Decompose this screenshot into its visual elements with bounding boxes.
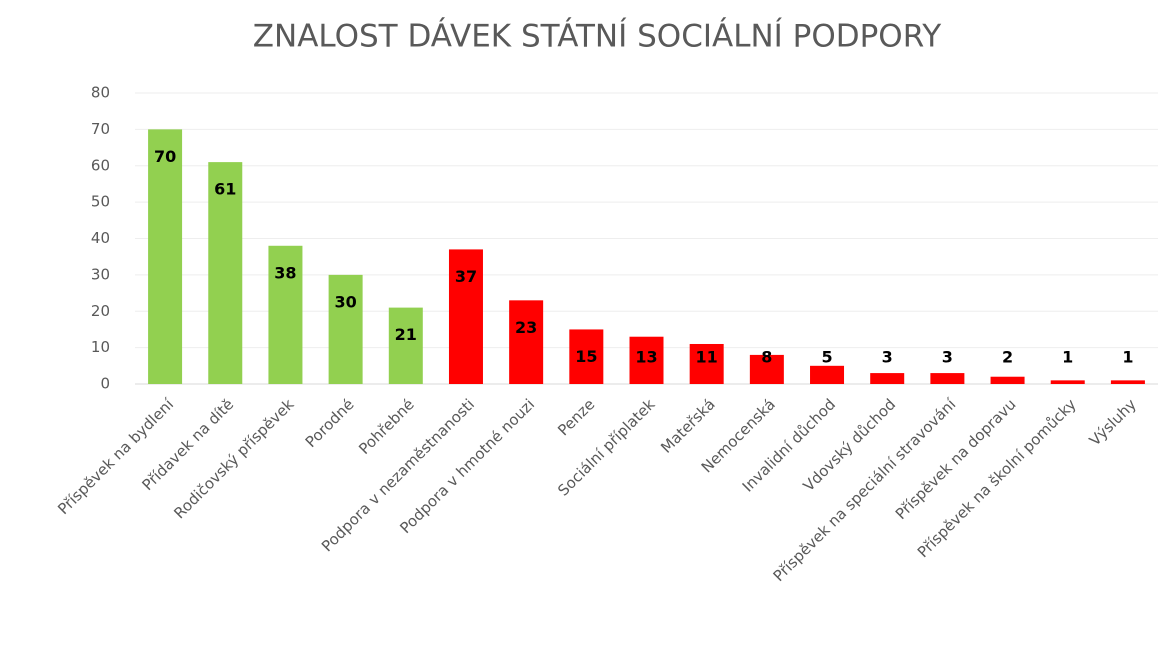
bar <box>870 373 905 384</box>
data-label: 15 <box>575 347 597 366</box>
bar <box>689 343 724 384</box>
bar <box>569 329 604 384</box>
data-label: 1 <box>1122 348 1133 367</box>
x-tick-label: Výsluhy <box>1086 395 1140 449</box>
data-label: 1 <box>1062 348 1073 367</box>
data-label: 61 <box>214 180 236 199</box>
data-label: 2 <box>1002 348 1013 367</box>
chart-title: ZNALOST DÁVEK STÁTNÍ SOCIÁLNÍ PODPORY <box>253 19 941 55</box>
bar <box>1110 380 1145 384</box>
data-label: 8 <box>761 348 772 367</box>
x-tick-label: Penze <box>554 395 598 439</box>
x-tick-label: Příspěvek na bydlení <box>54 395 177 518</box>
x-tick-label: Porodné <box>302 395 358 451</box>
bar <box>930 373 965 384</box>
x-tick-label: Příspěvek na dopravu <box>892 395 1020 523</box>
y-tick-label: 80 <box>91 84 110 102</box>
y-tick-label: 50 <box>91 193 110 211</box>
data-label: 13 <box>635 348 657 367</box>
data-label: 23 <box>515 318 537 337</box>
x-tick-label: Pohřebné <box>355 395 418 458</box>
data-label: 30 <box>334 292 356 311</box>
data-label: 37 <box>455 267 477 286</box>
bar <box>1050 380 1085 384</box>
y-tick-label: 0 <box>100 375 110 393</box>
bar <box>629 336 664 384</box>
bar <box>148 129 183 384</box>
y-tick-label: 60 <box>91 156 110 174</box>
y-tick-label: 10 <box>91 338 110 356</box>
data-label: 70 <box>154 147 176 166</box>
x-tick-label: Rodičovský příspěvek <box>170 395 297 522</box>
bar <box>749 354 784 384</box>
bar <box>810 365 845 384</box>
bar <box>509 300 544 384</box>
bar <box>208 162 243 384</box>
x-tick-label: Mateřská <box>657 395 718 456</box>
data-label: 3 <box>882 348 893 367</box>
bar <box>268 245 303 384</box>
bar <box>990 376 1025 384</box>
data-label: 5 <box>821 348 832 367</box>
y-tick-label: 40 <box>91 229 110 247</box>
data-label: 11 <box>696 348 718 367</box>
data-label: 38 <box>274 263 296 282</box>
y-tick-label: 30 <box>91 265 110 283</box>
y-tick-label: 70 <box>91 120 110 138</box>
y-tick-label: 20 <box>91 302 110 320</box>
bar <box>448 249 483 384</box>
bar <box>328 274 363 384</box>
bar <box>388 307 423 384</box>
data-label: 21 <box>395 325 417 344</box>
data-label: 3 <box>942 348 953 367</box>
